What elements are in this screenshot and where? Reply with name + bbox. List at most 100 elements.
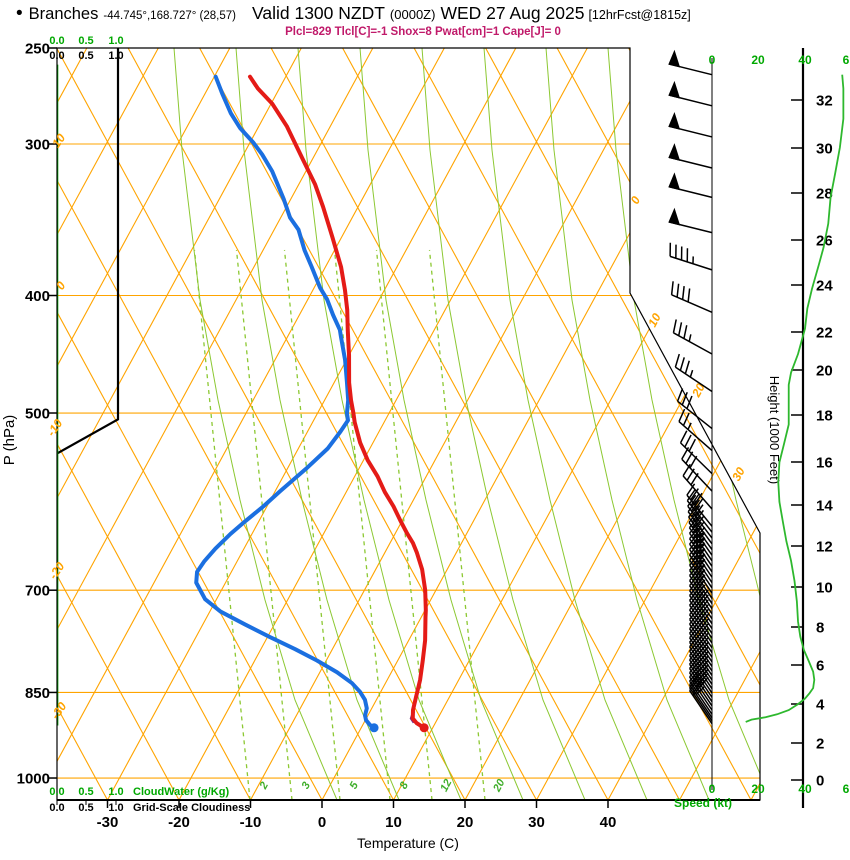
pressure-tick-label: 700 xyxy=(25,583,50,600)
pressure-tick-label: 300 xyxy=(25,137,50,154)
mixing-ratio-line xyxy=(235,249,293,800)
height-tick-label: 32 xyxy=(816,93,833,110)
height-tick-label: 18 xyxy=(816,408,833,425)
cloudwater-scale-bottom: 1.0 xyxy=(108,786,123,798)
dry-adiabat-line xyxy=(270,48,680,800)
height-tick-label: 16 xyxy=(816,455,833,472)
dewpoint-curve xyxy=(194,74,377,730)
isotherm-label: 10 xyxy=(645,311,664,330)
cloudiness-scale-bottom: 1.0 xyxy=(108,802,123,814)
wind-barb xyxy=(682,463,713,510)
cloudiness-scale-top: 0.0 xyxy=(49,50,64,62)
pressure-tick-label: 400 xyxy=(25,288,50,305)
height-tick-label: 24 xyxy=(816,278,833,295)
dry-adiabat-label: -30 xyxy=(48,699,70,722)
dry-adiabat-line xyxy=(57,48,180,800)
dry-adiabat-line xyxy=(57,48,323,800)
dry-adiabat-line xyxy=(485,48,760,800)
wind-barb xyxy=(676,388,713,430)
height-tick-label: 0 xyxy=(816,773,824,790)
cloudwater-scale-bottom: 0.0 xyxy=(49,786,64,798)
speed-tick-label-top: 6 xyxy=(843,53,850,67)
pressure-tick-label: 500 xyxy=(25,406,50,423)
mixing-ratio-label: 2 xyxy=(257,780,271,792)
moist-adiabat-line xyxy=(359,48,524,800)
wind-barb xyxy=(668,143,713,169)
mixing-ratio-label: 5 xyxy=(348,779,362,791)
height-tick-label: 20 xyxy=(816,363,833,380)
mixing-ratio-label: 3 xyxy=(300,780,313,791)
cloudiness-profile xyxy=(57,48,120,726)
height-tick-label: 22 xyxy=(816,325,833,342)
pressure-tick-label: 850 xyxy=(25,685,50,702)
dry-adiabat-line xyxy=(57,48,466,800)
isotherm-line xyxy=(607,48,760,800)
height-axis-title: Height (1000 Feet) xyxy=(767,376,782,484)
dry-adiabat-line xyxy=(342,48,752,800)
temperature-tick-label: -10 xyxy=(240,814,262,831)
moist-adiabat-line xyxy=(545,48,710,800)
height-tick-label: 28 xyxy=(816,186,833,203)
temperature-tick-label: 30 xyxy=(528,814,545,831)
temperature-tick-label: 20 xyxy=(457,814,474,831)
wind-barb xyxy=(689,673,713,719)
wind-barb xyxy=(668,49,713,76)
isotherm-line xyxy=(107,48,517,800)
cloudwater-scale-top: 1.0 xyxy=(108,35,123,47)
dry-adiabat-line xyxy=(199,48,609,800)
moist-adiabat-line xyxy=(297,48,462,800)
wind-barbs xyxy=(668,49,713,725)
forecast-run-note: [12hrFcst@1815z] xyxy=(588,8,691,22)
temperature-tick-label: -30 xyxy=(97,814,119,831)
isotherm-line xyxy=(57,48,159,800)
wind-barb xyxy=(672,319,713,355)
wind-barb xyxy=(669,242,713,271)
speed-tick-label-bottom: 20 xyxy=(751,782,765,796)
dry-adiabat-line xyxy=(556,48,760,800)
speed-tick-label-top: 40 xyxy=(798,53,812,67)
cloudwater-scale-bottom: 0.5 xyxy=(78,786,93,798)
speed-tick-label-bottom: 40 xyxy=(798,782,812,796)
temperature-tick-label: 0 xyxy=(318,814,326,831)
speed-tick-label-top: 0 xyxy=(709,53,716,67)
height-tick-label: 14 xyxy=(816,498,833,515)
dry-adiabat-line xyxy=(57,48,251,800)
temperature-tick-label: -20 xyxy=(168,814,190,831)
cloudwater-scale-top: 0.0 xyxy=(49,35,64,47)
isotherm-line xyxy=(679,48,760,800)
temperature-curve xyxy=(248,74,428,730)
speed-axis-title: Speed (kt) xyxy=(674,796,732,810)
grid-lines xyxy=(57,48,760,800)
speed-tick-label-bottom: 6 xyxy=(843,782,850,796)
dry-adiabat-label: 10 xyxy=(49,131,68,150)
wind-barb xyxy=(668,207,713,234)
plot-border xyxy=(56,47,761,801)
height-tick-label: 8 xyxy=(816,620,824,637)
wind-barb xyxy=(689,676,713,722)
station-name: Branches xyxy=(28,5,99,23)
station-bullet-icon: • xyxy=(16,3,23,24)
isotherm-line xyxy=(178,48,588,800)
wind-barb xyxy=(668,172,713,199)
wind-barb xyxy=(689,679,713,725)
temperature-tick-label: 40 xyxy=(600,814,617,831)
isotherm-line xyxy=(250,48,660,800)
dewpoint-curve-surface-dot xyxy=(369,723,379,733)
height-tick-label: 12 xyxy=(816,539,833,556)
height-tick-label: 6 xyxy=(816,658,824,675)
mixing-ratio-label: 12 xyxy=(438,777,454,793)
dry-adiabat-label: -20 xyxy=(46,559,68,582)
dry-adiabat-line xyxy=(127,48,537,800)
mixing-ratio-label: 20 xyxy=(491,777,508,795)
pressure-axis-title: P (hPa) xyxy=(1,415,18,466)
profiles xyxy=(57,48,429,733)
station-coordinates: -44.745°,168.727° (28,57) xyxy=(103,10,236,22)
wind-barb xyxy=(670,281,713,314)
pressure-tick-label: 250 xyxy=(25,41,50,58)
valid-zulu-time: (0000Z) xyxy=(389,7,436,22)
moist-adiabat-line xyxy=(173,48,338,800)
cloudiness-scale-top: 1.0 xyxy=(108,50,123,62)
height-tick-label: 10 xyxy=(816,580,833,597)
cloudwater-scale-top: 0.5 xyxy=(78,35,93,47)
